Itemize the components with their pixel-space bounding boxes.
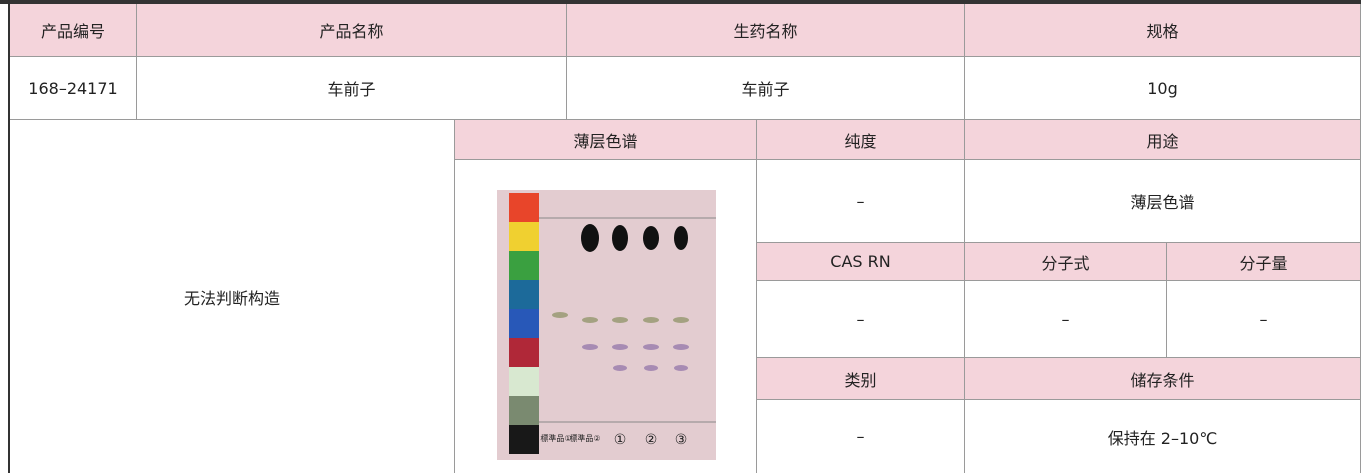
swatch — [509, 396, 539, 425]
header-cell: 生药名称 — [567, 4, 965, 57]
header-cell: 储存条件 — [965, 358, 1361, 400]
tlc-image-cell: 標準品① 標準品② ① ② ③ — [455, 160, 757, 473]
swatch — [509, 338, 539, 367]
header-cell: 类别 — [757, 358, 965, 400]
swatch — [509, 309, 539, 338]
spots — [552, 312, 689, 323]
cell: – — [1167, 281, 1361, 358]
cell: – — [757, 160, 965, 243]
cell: 保持在 2–10℃ — [965, 400, 1361, 473]
left-border — [8, 0, 10, 473]
header-cell: 规格 — [965, 4, 1361, 57]
header-cell: CAS RN — [757, 243, 965, 281]
header-cell: 纯度 — [757, 120, 965, 160]
cell: 车前子 — [137, 57, 567, 120]
swatch — [509, 367, 539, 396]
tlc-label: 標準品② — [569, 433, 600, 443]
header-cell: 产品名称 — [137, 4, 567, 57]
swatch — [509, 425, 539, 454]
header-cell: 薄层色谱 — [455, 120, 757, 160]
cell: 168–24171 — [10, 57, 137, 120]
header-cell: 分子量 — [1167, 243, 1361, 281]
tlc-label: ① — [614, 432, 627, 448]
top-border — [0, 0, 1361, 4]
cell: 车前子 — [567, 57, 965, 120]
swatch — [509, 251, 539, 280]
swatch — [509, 193, 539, 222]
cell: – — [965, 281, 1167, 358]
tlc-image: 標準品① 標準品② ① ② ③ — [497, 190, 716, 460]
swatch — [509, 222, 539, 251]
tlc-label: ② — [645, 432, 658, 448]
tlc-label: 標準品① — [540, 433, 571, 443]
spots — [581, 224, 688, 252]
header-cell: 用途 — [965, 120, 1361, 160]
header-cell: 产品编号 — [10, 4, 137, 57]
swatch — [509, 280, 539, 309]
header-cell: 分子式 — [965, 243, 1167, 281]
cell: 薄层色谱 — [965, 160, 1361, 243]
structure-cell: 无法判断构造 — [10, 120, 455, 473]
cell: – — [757, 400, 965, 473]
cell: – — [757, 281, 965, 358]
cell: 10g — [965, 57, 1361, 120]
tlc-label: ③ — [675, 432, 688, 448]
spots — [582, 344, 689, 371]
